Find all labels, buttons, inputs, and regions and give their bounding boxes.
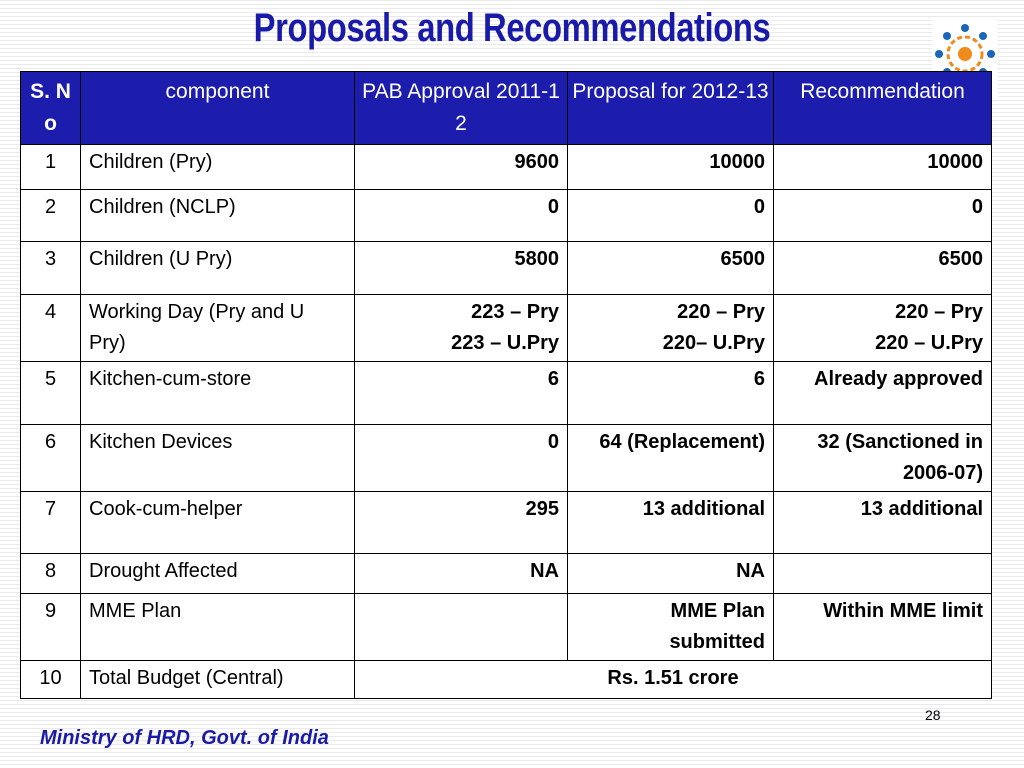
header-component: component xyxy=(80,71,355,145)
row-recommendation xyxy=(773,553,992,594)
row-component: Kitchen Devices xyxy=(80,424,355,492)
row-sno: 4 xyxy=(20,294,81,362)
header-proposal: Proposal for 2012-13 xyxy=(567,71,774,145)
header-pab-approval: PAB Approval 2011-12 xyxy=(354,71,568,145)
table-total-row: 10 Total Budget (Central) Rs. 1.51 crore xyxy=(20,660,992,699)
row-pab: 0 xyxy=(354,189,568,242)
row-pab: 223 – Pry 223 – U.Pry xyxy=(354,294,568,362)
row-component: Kitchen-cum-store xyxy=(80,361,355,425)
row-proposal: 6500 xyxy=(567,241,774,295)
row-pab: 295 xyxy=(354,491,568,554)
table-row: 2 Children (NCLP) 0 0 0 xyxy=(20,189,992,242)
slide-title: Proposals and Recommendations xyxy=(253,6,771,50)
row-recommendation: 220 – Pry 220 – U.Pry xyxy=(773,294,992,362)
row-pab: 0 xyxy=(354,424,568,492)
footer-text: Ministry of HRD, Govt. of India xyxy=(40,727,329,749)
table-row: 5 Kitchen-cum-store 6 6 Already approved xyxy=(20,361,992,425)
row-sno: 1 xyxy=(20,144,81,190)
row-recommendation: Within MME limit xyxy=(773,593,992,661)
row-component: Drought Affected xyxy=(80,553,355,594)
header-recommendation: Recommendation xyxy=(773,71,992,145)
row-recommendation: 6500 xyxy=(773,241,992,295)
row-recommendation: 32 (Sanctioned in 2006-07) xyxy=(773,424,992,492)
proposals-table: S. No component PAB Approval 2011-12 Pro… xyxy=(20,71,992,699)
total-component: Total Budget (Central) xyxy=(80,660,355,699)
page-number: 28 xyxy=(925,707,941,723)
row-proposal: 64 (Replacement) xyxy=(567,424,774,492)
total-value: Rs. 1.51 crore xyxy=(354,660,992,699)
table-header-row: S. No component PAB Approval 2011-12 Pro… xyxy=(20,71,992,145)
row-sno: 3 xyxy=(20,241,81,295)
row-component: MME Plan xyxy=(80,593,355,661)
row-pab: 6 xyxy=(354,361,568,425)
table-row: 6 Kitchen Devices 0 64 (Replacement) 32 … xyxy=(20,424,992,492)
total-sno: 10 xyxy=(20,660,81,699)
header-sno: S. No xyxy=(20,71,81,145)
row-proposal: 0 xyxy=(567,189,774,242)
row-proposal: MME Plan submitted xyxy=(567,593,774,661)
row-recommendation: 13 additional xyxy=(773,491,992,554)
row-sno: 5 xyxy=(20,361,81,425)
table-row: 9 MME Plan MME Plan submitted Within MME… xyxy=(20,593,992,661)
row-component: Children (Pry) xyxy=(80,144,355,190)
row-component: Cook-cum-helper xyxy=(80,491,355,554)
row-pab: NA xyxy=(354,553,568,594)
row-recommendation: Already approved xyxy=(773,361,992,425)
row-component: Children (U Pry) xyxy=(80,241,355,295)
table-row: 3 Children (U Pry) 5800 6500 6500 xyxy=(20,241,992,295)
row-sno: 2 xyxy=(20,189,81,242)
table-row: 7 Cook-cum-helper 295 13 additional 13 a… xyxy=(20,491,992,554)
row-proposal: 10000 xyxy=(567,144,774,190)
table-row: 1 Children (Pry) 9600 10000 10000 xyxy=(20,144,992,190)
row-proposal: 13 additional xyxy=(567,491,774,554)
row-recommendation: 0 xyxy=(773,189,992,242)
row-proposal: NA xyxy=(567,553,774,594)
table-row: 4 Working Day (Pry and U Pry) 223 – Pry … xyxy=(20,294,992,362)
row-pab xyxy=(354,593,568,661)
row-sno: 6 xyxy=(20,424,81,492)
row-component: Children (NCLP) xyxy=(80,189,355,242)
row-pab: 9600 xyxy=(354,144,568,190)
row-sno: 9 xyxy=(20,593,81,661)
row-component: Working Day (Pry and U Pry) xyxy=(80,294,355,362)
row-pab: 5800 xyxy=(354,241,568,295)
row-proposal: 220 – Pry 220– U.Pry xyxy=(567,294,774,362)
table-row: 8 Drought Affected NA NA xyxy=(20,553,992,594)
row-recommendation: 10000 xyxy=(773,144,992,190)
row-proposal: 6 xyxy=(567,361,774,425)
row-sno: 8 xyxy=(20,553,81,594)
row-sno: 7 xyxy=(20,491,81,554)
